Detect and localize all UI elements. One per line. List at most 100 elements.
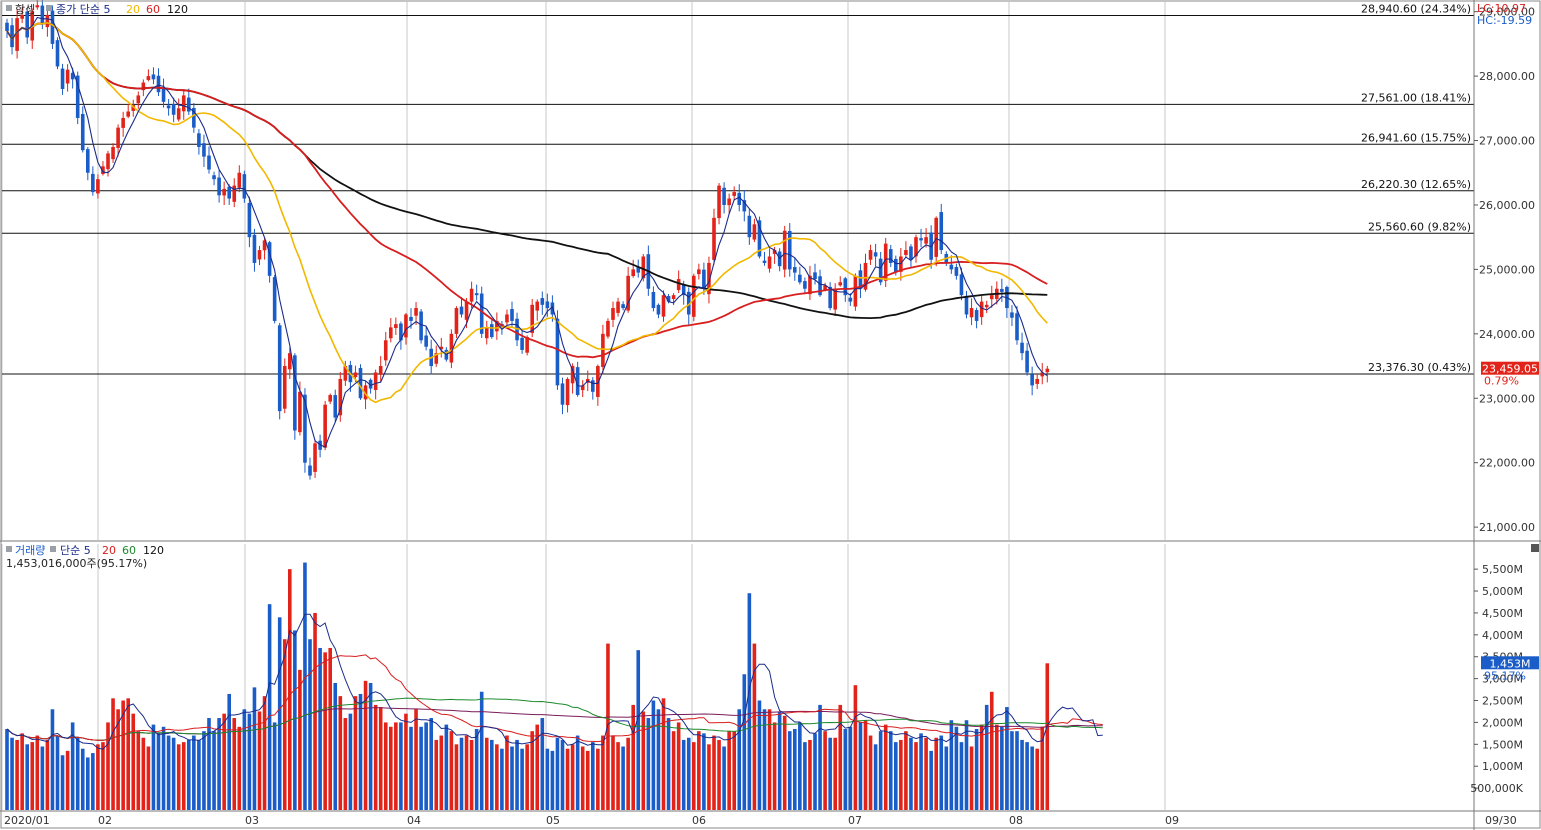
price-legend-ma120: 120: [167, 3, 188, 16]
volume-bar: [626, 737, 630, 810]
volume-bar: [899, 739, 903, 810]
price-legend-series: 종가 단순 5: [56, 3, 110, 16]
candle-body: [894, 258, 898, 273]
volume-bar: [126, 698, 130, 810]
candle-body: [227, 186, 231, 199]
volume-bar: [25, 744, 29, 810]
candle-body: [838, 282, 843, 286]
candle-body: [974, 310, 979, 321]
volume-bar: [272, 722, 277, 810]
candle-body: [1035, 378, 1039, 384]
volume-bar: [45, 739, 50, 810]
volume-bar: [1020, 739, 1024, 810]
volume-tick-label: 1,500M: [1482, 738, 1523, 751]
candle-body: [510, 309, 514, 321]
volume-bar: [919, 733, 923, 810]
volume-bar: [762, 709, 767, 810]
candle-body: [65, 69, 70, 84]
ma60-line: [6, 21, 1048, 359]
price-legend[interactable]: 항셍 종가 단순 5 20 60 120: [6, 3, 188, 16]
volume-bar: [515, 739, 519, 810]
volume-bar: [777, 711, 782, 810]
price-tick-label: 22,000.00: [1479, 457, 1535, 470]
volume-tick-label: 2,500M: [1482, 695, 1523, 708]
volume-bar: [363, 680, 368, 810]
candle-body: [262, 240, 267, 251]
date-tick-label: 03: [245, 814, 259, 827]
candle-body: [959, 274, 964, 296]
candle-body: [979, 301, 984, 318]
candle-body: [237, 172, 242, 188]
candle-body: [222, 188, 226, 196]
candle-body: [25, 11, 29, 38]
volume-bar: [1015, 731, 1019, 810]
candle-body: [187, 97, 191, 112]
candle-body: [50, 10, 55, 44]
volume-legend[interactable]: 거래량 단순 5 20 60 120 1,453,016,000주(95.17%…: [6, 544, 164, 570]
price-legend-name: 항셍: [15, 3, 35, 16]
volume-bar: [252, 687, 257, 810]
candle-body: [277, 325, 282, 412]
volume-bar: [1030, 746, 1034, 810]
candle-body: [833, 288, 837, 310]
volume-bar: [288, 569, 292, 810]
candle-body: [136, 95, 141, 104]
reference-line-label: 23,376.30 (0.43%): [1368, 361, 1471, 374]
candle-body: [727, 198, 731, 206]
volume-bar: [373, 704, 378, 810]
volume-bar: [984, 704, 989, 810]
volume-bar: [641, 711, 646, 810]
candle-body: [176, 108, 181, 120]
price-tick-label: 27,000.00: [1479, 135, 1535, 148]
volume-bar: [35, 735, 40, 810]
candle-body: [919, 238, 923, 241]
volume-bar: [611, 735, 615, 810]
volume-bar: [560, 739, 565, 810]
volume-moving-averages: [6, 613, 1103, 750]
price-candles: [5, 0, 1050, 480]
volume-bar: [742, 674, 747, 810]
volume-bar: [681, 739, 686, 810]
volume-bar: [979, 724, 984, 810]
volume-bar: [500, 748, 504, 810]
volume-bar: [550, 750, 555, 810]
reference-line-label: 28,940.60 (24.34%): [1361, 2, 1471, 15]
candle-body: [787, 231, 792, 270]
candle-body: [671, 295, 676, 300]
volume-bar: [601, 735, 605, 810]
candle-body: [757, 220, 762, 257]
candle-body: [520, 337, 524, 350]
volume-bar: [883, 724, 888, 810]
volume-ma5-line: [6, 613, 1103, 750]
volume-bar: [868, 735, 873, 810]
date-tick-label: 08: [1009, 814, 1023, 827]
candle-body: [333, 395, 338, 418]
last-price-tag-background: [1481, 361, 1539, 375]
candle-body: [141, 82, 146, 91]
price-axis-labels: 21,000.00 22,000.00 23,000.00 24,000.00 25,0…: [1474, 6, 1535, 534]
volume-bar: [409, 726, 413, 810]
candle-body: [60, 68, 65, 89]
panel-toggle-button[interactable]: [1531, 544, 1539, 552]
candle-body: [86, 149, 90, 173]
candle-body: [914, 237, 918, 257]
volume-bar: [616, 742, 620, 810]
volume-bar: [722, 746, 726, 810]
candle-body: [737, 192, 742, 205]
candle-body: [373, 372, 378, 391]
candle-body: [449, 333, 454, 363]
candle-body: [570, 366, 575, 384]
volume-bar: [924, 737, 928, 810]
volume-bar: [510, 746, 514, 810]
candle-body: [793, 267, 797, 273]
volume-bar: [1025, 742, 1029, 810]
volume-bar: [727, 731, 731, 810]
volume-bar: [197, 739, 201, 810]
candle-body: [454, 308, 459, 334]
volume-bar: [151, 724, 156, 810]
volume-bar: [323, 652, 327, 810]
volume-bar: [954, 726, 959, 810]
candle-body: [131, 105, 136, 111]
volume-bar: [70, 722, 75, 810]
